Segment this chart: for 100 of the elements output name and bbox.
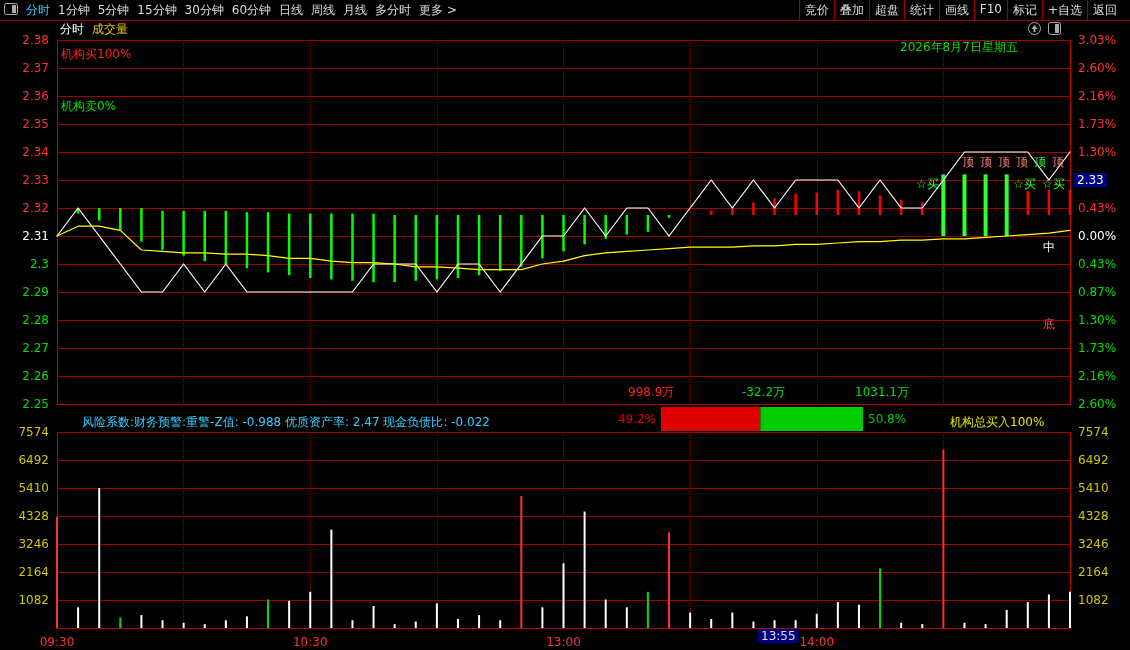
text: 统计	[903, 0, 939, 21]
y2-tick-label: 0.00%	[1078, 228, 1117, 243]
text: 标记	[1006, 0, 1042, 21]
data-label: 50.8%	[868, 412, 907, 426]
bar	[541, 607, 544, 628]
annotation: 底	[1043, 317, 1055, 331]
bar	[393, 624, 396, 628]
bar	[119, 208, 122, 231]
y2-tick-label: 3.03%	[1078, 33, 1117, 47]
text: 分时	[26, 2, 50, 19]
y2-tick-label: 0.87%	[1078, 285, 1117, 300]
bar	[921, 624, 924, 628]
annotation: 中	[1043, 240, 1055, 254]
bar	[224, 620, 227, 628]
bar	[879, 568, 882, 628]
bar	[1069, 591, 1071, 628]
text: 60分钟	[231, 2, 272, 19]
bar	[583, 511, 586, 628]
bar	[900, 622, 903, 628]
annotation: 顶	[1052, 155, 1064, 169]
x-tick-label: 10:30	[292, 635, 328, 649]
bar	[372, 606, 375, 628]
y-tick-label: 2164	[18, 565, 49, 579]
bar	[984, 624, 987, 628]
y2-tick-label: 2164	[1078, 565, 1109, 579]
annotation: 机构卖0%	[61, 99, 117, 113]
annotation: 顶	[962, 155, 974, 169]
text: 竞价	[798, 0, 834, 21]
bar	[942, 449, 945, 628]
x-tick-label: 09:30	[39, 635, 75, 649]
bar	[203, 210, 206, 262]
annotation: 顶	[1034, 155, 1046, 169]
bar	[646, 591, 649, 628]
bar	[773, 620, 776, 628]
y2-tick-label: 3246	[1078, 537, 1109, 551]
y-tick-label: 2.25	[22, 397, 49, 411]
y2-tick-label: 4328	[1078, 509, 1109, 523]
bar	[267, 599, 270, 628]
text: 机构总买入100%	[950, 415, 1045, 429]
annotation: ☆买	[916, 177, 939, 191]
bar	[583, 215, 586, 245]
annotation: ☆买	[1013, 177, 1036, 191]
bar	[962, 174, 967, 236]
y-tick-label: 2.28	[22, 313, 49, 327]
y-tick-label: 2.32	[22, 201, 49, 215]
bar	[625, 607, 628, 628]
bar	[562, 215, 565, 252]
y2-tick-label: 0.43%	[1078, 256, 1117, 271]
text: 1分钟	[58, 2, 90, 19]
y2-tick-label: 7574	[1078, 425, 1109, 439]
bar	[435, 603, 438, 628]
bar	[414, 621, 417, 628]
bar	[330, 529, 333, 628]
bar	[1026, 602, 1029, 628]
y-tick-label: 2.3	[29, 257, 49, 271]
bar	[499, 620, 502, 628]
y-tick-label: 6492	[18, 453, 49, 467]
text: 叠加	[833, 0, 869, 21]
y-tick-label: 2.29	[22, 285, 49, 299]
y2-tick-label: 2.60%	[1078, 60, 1117, 75]
bar	[56, 516, 58, 628]
bar	[203, 624, 206, 628]
bar	[1004, 174, 1009, 236]
bar	[161, 210, 164, 250]
y2-tick-label: 1082	[1078, 593, 1109, 607]
y-tick-label: 2.26	[22, 369, 49, 383]
bar	[520, 215, 523, 267]
y-tick-label: 2.36	[22, 89, 49, 103]
text: 2.33	[1077, 173, 1104, 187]
x-tick-label: 14:00	[799, 635, 835, 649]
text: 返回	[1087, 0, 1122, 21]
y2-tick-label: 5410	[1078, 481, 1109, 495]
y2-tick-label: 1.30%	[1078, 144, 1117, 159]
bar	[1005, 609, 1008, 628]
bar	[541, 215, 544, 259]
y2-tick-label: 6492	[1078, 453, 1109, 467]
bar	[309, 213, 312, 278]
bar	[794, 620, 797, 628]
text: 30分钟	[184, 2, 224, 19]
y2-tick-label: 1.30%	[1078, 312, 1117, 327]
y-tick-label: 2.37	[22, 61, 49, 75]
bar	[604, 215, 607, 239]
bar	[288, 600, 291, 628]
text: 风险系数:财务预警:重警-Z值: -0.988 优质资产率: 2.47 现金负债比: -0.022	[82, 415, 490, 429]
bar	[794, 194, 797, 215]
y2-tick-label: 2.16%	[1078, 89, 1117, 104]
bar	[562, 563, 565, 628]
text: 13:55	[761, 629, 796, 643]
bar	[119, 617, 122, 628]
bar	[604, 599, 607, 628]
bar	[815, 613, 818, 628]
bar	[351, 213, 354, 281]
annotation: 顶	[998, 155, 1010, 169]
bar	[752, 202, 755, 215]
y-tick-label: 2.34	[22, 145, 49, 159]
bar	[161, 620, 164, 628]
text: 日线	[279, 2, 304, 19]
bar	[689, 612, 692, 628]
y-tick-label: 2.27	[22, 341, 49, 355]
bar	[520, 496, 523, 628]
